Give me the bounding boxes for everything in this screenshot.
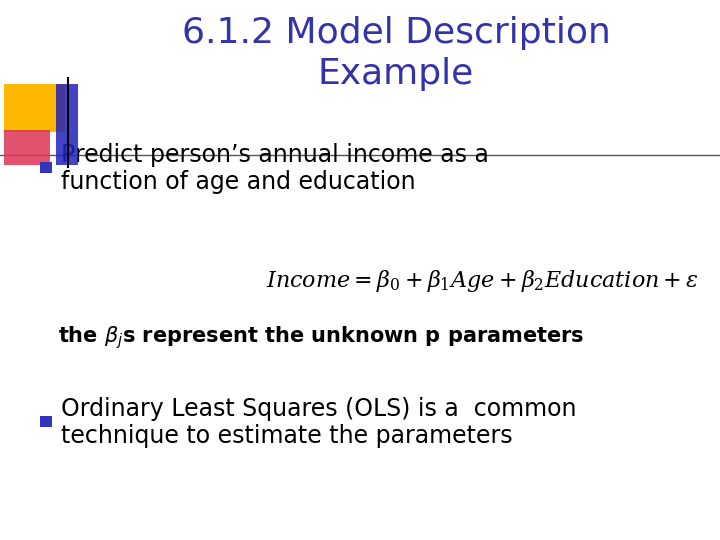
Bar xyxy=(4,130,50,165)
Text: $\mathit{Income} = \beta_0 + \beta_1\mathit{Age} + \beta_2\mathit{Education} + \: $\mathit{Income} = \beta_0 + \beta_1\mat… xyxy=(266,268,699,294)
Bar xyxy=(4,84,65,132)
Text: Predict person’s annual income as a: Predict person’s annual income as a xyxy=(61,144,489,167)
Text: the $\beta_j$s represent the unknown p parameters: the $\beta_j$s represent the unknown p p… xyxy=(58,324,584,351)
Bar xyxy=(40,416,52,427)
Text: function of age and education: function of age and education xyxy=(61,171,416,194)
Text: 6.1.2 Model Description
Example: 6.1.2 Model Description Example xyxy=(181,16,611,91)
Bar xyxy=(56,84,78,165)
Text: technique to estimate the parameters: technique to estimate the parameters xyxy=(61,424,513,448)
Bar xyxy=(40,162,52,173)
Text: Ordinary Least Squares (OLS) is a  common: Ordinary Least Squares (OLS) is a common xyxy=(61,397,577,421)
